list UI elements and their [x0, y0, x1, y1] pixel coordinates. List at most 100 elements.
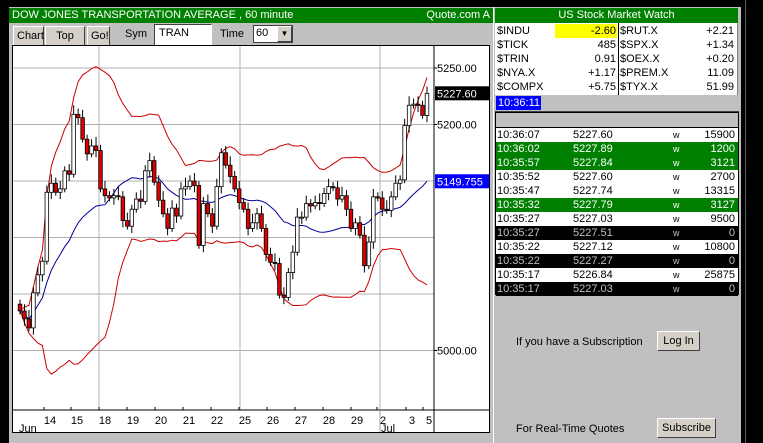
trade-ex: w — [673, 284, 680, 294]
candle-body — [295, 216, 300, 253]
quote-symbol: $OEX.X — [620, 53, 660, 65]
trade-ex: w — [673, 144, 680, 154]
candle-body — [362, 234, 367, 267]
candle-body — [281, 294, 287, 298]
quote-symbol: $NYA.X — [497, 67, 536, 79]
candle-body — [380, 197, 385, 210]
candle-body — [304, 203, 309, 218]
trade-size: 10800 — [704, 241, 735, 253]
window-divider — [745, 0, 746, 443]
candle-body — [98, 150, 103, 190]
trade-price: 5227.84 — [573, 157, 613, 169]
trade-price: 5226.84 — [573, 269, 613, 281]
trade-ex: w — [673, 256, 680, 266]
trade-row: 10:35:22 5227.27 w 0 — [496, 254, 738, 268]
trade-ex: w — [673, 270, 680, 280]
go-button[interactable]: Go! — [87, 26, 110, 46]
candle-body — [232, 176, 237, 190]
candle-body — [375, 196, 381, 199]
chart-panel: DOW JONES TRANSPORTATION AVERAGE , 60 mi… — [9, 7, 493, 443]
trade-row: 10:36:02 5227.89 w 1200 — [496, 142, 738, 156]
trade-price: 5227.51 — [573, 227, 613, 239]
symbol-input[interactable]: TRAN — [154, 24, 212, 46]
x-tick-label: 2 — [380, 415, 386, 427]
candle-body — [330, 186, 336, 189]
candle-body — [308, 203, 313, 207]
trade-time: 10:35:22 — [497, 255, 540, 267]
candle-body — [210, 213, 215, 227]
candle-body — [192, 180, 197, 186]
candle-body — [165, 213, 170, 229]
candle-body — [196, 185, 202, 246]
brand-label: Quote.com A — [426, 9, 490, 21]
candle-body — [317, 202, 322, 205]
trade-time: 10:35:27 — [497, 227, 540, 239]
x-tick-label: 27 — [295, 415, 307, 427]
quote-symbol: $PREM.X — [620, 67, 669, 79]
candle-body — [40, 260, 45, 276]
trade-row: 10:35:52 5227.60 w 2700 — [496, 170, 738, 184]
candle-body — [371, 196, 376, 243]
trade-ex: w — [673, 228, 680, 238]
candle-body — [35, 274, 41, 294]
trade-size: 0 — [728, 227, 735, 239]
candle-body — [66, 170, 72, 175]
subscribe-button[interactable]: Subscribe — [657, 418, 716, 438]
candle-body — [174, 207, 179, 217]
candle-body — [129, 208, 135, 227]
candle-body — [348, 208, 354, 229]
quote-symbol: $RUT.X — [620, 25, 658, 37]
trade-time: 10:35:32 — [497, 199, 540, 211]
time-and-sales[interactable]: 10:36:07 5227.60 w 15900 10:36:02 5227.89 w 120… — [495, 111, 739, 296]
trade-row: 10:36:07 5227.60 w 15900 — [496, 128, 738, 142]
quote-symbol: $TRIN — [497, 53, 529, 65]
candle-body — [420, 104, 425, 116]
quote-table: $INDU -2.60 $TICK 485 $TRIN 0.91 $NYA.X +1.17 $C… — [495, 23, 738, 95]
trade-row: 10:35:17 5226.84 w 25875 — [496, 268, 738, 282]
trade-row: 10:35:32 5227.79 w 3127 — [496, 198, 738, 212]
trade-size: 2700 — [710, 171, 735, 183]
trade-time: 10:35:17 — [497, 269, 540, 281]
candle-body — [424, 92, 430, 116]
y-tick-label: 5250.00 — [437, 63, 477, 75]
candle-body — [344, 195, 349, 210]
column-divider — [618, 23, 619, 95]
candle-body — [75, 113, 81, 119]
candle-body — [219, 152, 224, 188]
quote-symbol: $TICK — [497, 39, 529, 51]
candle-body — [263, 228, 269, 255]
time-select[interactable]: 60 ▼ — [253, 25, 293, 43]
candle-body — [205, 203, 211, 215]
candle-body — [277, 263, 282, 296]
time-label: Time — [220, 28, 245, 40]
candle-body — [22, 310, 27, 320]
trade-size: 13315 — [704, 185, 735, 197]
x-tick-label: 20 — [155, 415, 167, 427]
candle-body — [299, 216, 304, 219]
trade-price: 5227.79 — [573, 199, 613, 211]
trade-time: 10:35:22 — [497, 241, 540, 253]
trade-price: 5227.12 — [573, 241, 613, 253]
candle-body — [389, 196, 394, 211]
top10-button[interactable]: Top 10 — [45, 26, 85, 60]
candle-body — [286, 272, 291, 298]
quote-value: +1.34 — [706, 39, 734, 51]
trade-size: 1200 — [710, 143, 735, 155]
candle-body — [53, 182, 58, 193]
quote-symbol: $COMPX — [497, 81, 544, 93]
chevron-down-icon[interactable]: ▼ — [277, 26, 292, 42]
x-tick-label: 18 — [99, 415, 111, 427]
x-tick-label: 26 — [267, 415, 279, 427]
candle-body — [415, 103, 421, 106]
candle-body — [272, 261, 278, 264]
login-button[interactable]: Log In — [657, 331, 700, 351]
trade-ex: w — [673, 186, 680, 196]
quote-value: 485 — [597, 39, 616, 51]
y-tick-label: 5200.00 — [437, 120, 477, 132]
candle-body — [134, 198, 139, 210]
candle-body — [241, 202, 246, 210]
trade-size: 25875 — [704, 269, 735, 281]
chart-button[interactable]: Chart — [13, 26, 44, 46]
candle-body — [31, 292, 36, 329]
candle-body — [214, 186, 219, 227]
